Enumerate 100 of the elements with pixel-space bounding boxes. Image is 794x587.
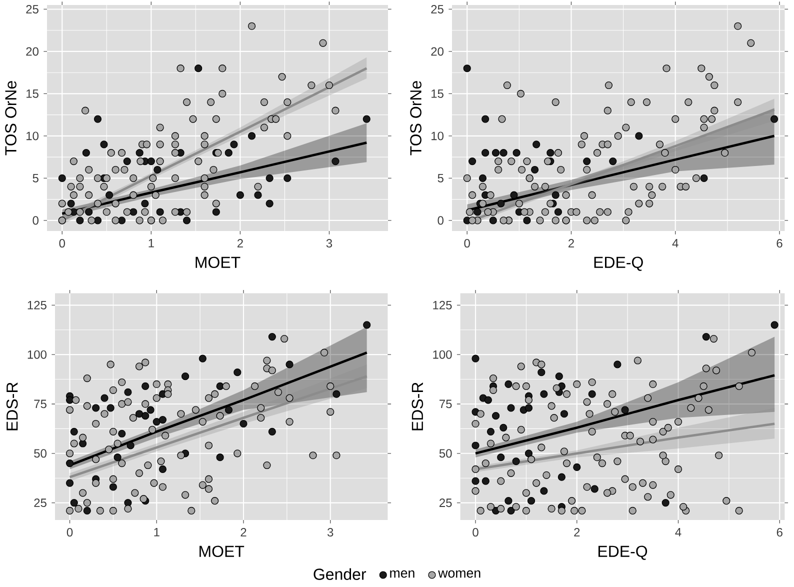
point (92, 404, 100, 412)
y-tick-label: 25 (34, 498, 46, 508)
y-tick-label: 25 (431, 4, 444, 14)
point (100, 394, 108, 402)
point (194, 64, 202, 72)
point (100, 140, 108, 148)
x-axis-title: MOET (200, 546, 244, 558)
y-axis-title: EDS-R (412, 382, 424, 430)
point (523, 216, 531, 224)
y-tick-label: 25 (440, 498, 452, 508)
point (114, 454, 122, 462)
y-tick-label: 10 (26, 132, 38, 140)
point (614, 360, 622, 368)
y-tick-label: 20 (26, 47, 38, 56)
point (492, 149, 500, 157)
point (109, 483, 117, 491)
point (70, 428, 78, 436)
x-tick-label: 0 (464, 239, 470, 248)
point (94, 216, 102, 224)
point (558, 473, 566, 481)
point (472, 442, 480, 450)
x-tick-label: 3 (326, 239, 332, 248)
point (362, 115, 370, 123)
point (583, 158, 591, 166)
y-tick-label: 15 (432, 90, 444, 98)
x-tick-label: 3 (327, 528, 334, 537)
point (552, 191, 560, 199)
point (540, 487, 548, 495)
x-tick-label: 6 (776, 528, 782, 537)
point (224, 149, 232, 157)
x-axis-title: EDE-Q (598, 546, 648, 560)
point (482, 115, 490, 123)
point (702, 332, 710, 341)
point (152, 418, 160, 426)
point (512, 458, 520, 466)
x-tick-label: 0 (472, 528, 478, 537)
point (507, 506, 515, 515)
point (504, 497, 512, 505)
point (573, 463, 581, 472)
point (158, 465, 167, 474)
y-tick-label: 5 (32, 174, 38, 182)
legend-label: women (438, 570, 480, 578)
legend-title: Gender (314, 568, 366, 580)
y-tick-label: 20 (431, 47, 444, 56)
y-axis-title: TOS OrNe (410, 81, 422, 156)
point (254, 191, 262, 199)
line-series (474, 374, 776, 455)
point (216, 454, 224, 462)
y-axis-title: TOS OrNe (5, 81, 16, 156)
point (123, 158, 131, 166)
point (234, 368, 242, 376)
y-tick-label: 75 (34, 400, 46, 408)
point (770, 115, 778, 123)
x-tick-label: 6 (776, 239, 782, 248)
point (284, 174, 292, 182)
point (124, 388, 132, 396)
point (472, 354, 480, 362)
point (142, 412, 150, 420)
point (524, 404, 533, 412)
y-tick-label: 50 (439, 449, 452, 458)
y-tick-label: 50 (34, 449, 46, 458)
point (94, 115, 102, 123)
point (156, 208, 164, 216)
point (266, 174, 274, 182)
point (147, 158, 155, 166)
x-tick-label: 2 (568, 239, 574, 248)
y-tick-label: 10 (432, 132, 444, 140)
y-tick-label: 125 (433, 300, 452, 310)
point (212, 208, 220, 216)
point (504, 380, 512, 388)
point (106, 404, 114, 412)
y-tick-label: 100 (28, 350, 46, 359)
point (126, 442, 134, 450)
point (230, 140, 238, 148)
point (118, 430, 126, 438)
y-tick-label: 125 (28, 300, 46, 310)
point (468, 158, 476, 166)
point (532, 140, 540, 148)
point (492, 412, 500, 420)
point (82, 149, 90, 157)
point (118, 216, 126, 224)
point (590, 485, 598, 493)
point (500, 149, 508, 157)
point (478, 174, 487, 182)
point (266, 200, 274, 208)
x-tick-label: 2 (240, 528, 246, 536)
point (142, 382, 150, 390)
x-tick-label: 4 (672, 239, 678, 248)
x-axis-title: EDE-Q (594, 256, 643, 271)
point (482, 149, 490, 157)
y-tick-label: 100 (433, 350, 452, 359)
point (154, 166, 162, 174)
point (497, 200, 505, 208)
x-tick-label: 0 (66, 528, 73, 537)
point (530, 166, 539, 174)
point (141, 200, 149, 208)
point (554, 208, 562, 216)
y-tick-label: 25 (26, 4, 38, 14)
x-tick-label: 1 (154, 528, 160, 536)
point (286, 360, 294, 368)
